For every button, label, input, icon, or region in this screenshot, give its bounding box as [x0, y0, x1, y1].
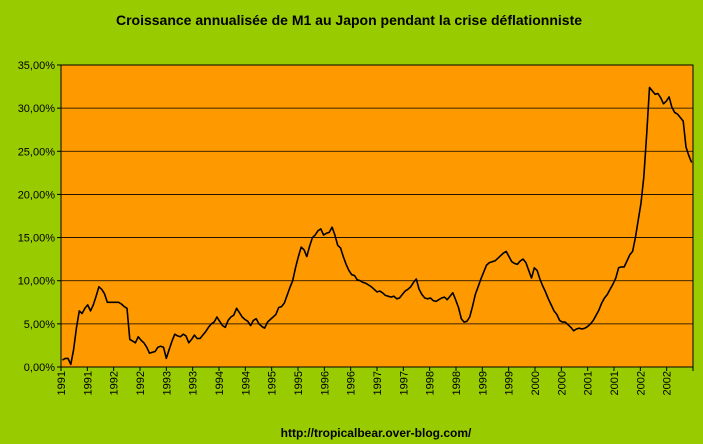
y-tick-label: 30,00% [18, 103, 56, 115]
y-tick-label: 5,00% [24, 319, 55, 331]
x-tick-label: 1994 [214, 371, 226, 395]
y-axis: 0,00% 5,00% 10,00% 15,00% 20,00% 25,00% 30,00%… [18, 60, 61, 374]
y-tick-label: 35,00% [18, 60, 56, 72]
x-tick-label: 1999 [504, 371, 516, 395]
x-tick-label: 1992 [135, 371, 147, 395]
x-tick-label: 1995 [293, 371, 305, 395]
chart-title: Croissance annualisée de M1 au Japon pen… [116, 12, 582, 28]
x-tick-label: 1997 [398, 371, 410, 395]
x-tick-label: 2000 [530, 371, 542, 395]
y-tick-label: 0,00% [24, 362, 55, 374]
x-tick-label: 1993 [188, 371, 200, 395]
x-tick-label: 1998 [425, 371, 437, 395]
plot-area [60, 64, 694, 368]
y-tick-label: 15,00% [18, 233, 56, 245]
x-tick-label: 2001 [583, 371, 595, 395]
x-tick-label: 1995 [267, 371, 279, 395]
x-tick-label: 1996 [346, 371, 358, 395]
series-line-m1 [61, 86, 693, 366]
x-tick-label: 2002 [635, 371, 647, 395]
gridlines [61, 107, 693, 325]
y-tick-label: 25,00% [18, 146, 56, 158]
x-axis: 1991 1991 1992 1992 1993 1993 1994 1994 1995 1995… [56, 367, 694, 395]
x-tick-label: 1996 [319, 371, 331, 395]
x-tick-label: 2001 [609, 371, 621, 395]
x-tick-label: 2002 [662, 371, 674, 395]
x-tick-label: 1993 [161, 371, 173, 395]
x-tick-label: 1998 [451, 371, 463, 395]
x-tick-label: 1992 [109, 371, 121, 395]
source-url: http://tropicalbear.over-blog.com/ [281, 426, 472, 440]
x-tick-label: 1999 [477, 371, 489, 395]
x-tick-label: 1997 [372, 371, 384, 395]
x-tick-label: 1991 [82, 371, 94, 395]
y-tick-label: 20,00% [18, 189, 56, 201]
x-tick-label: 1994 [240, 371, 252, 395]
x-tick-label: 2000 [556, 371, 568, 395]
y-tick-label: 10,00% [18, 276, 56, 288]
x-tick-label: 1991 [56, 371, 68, 395]
